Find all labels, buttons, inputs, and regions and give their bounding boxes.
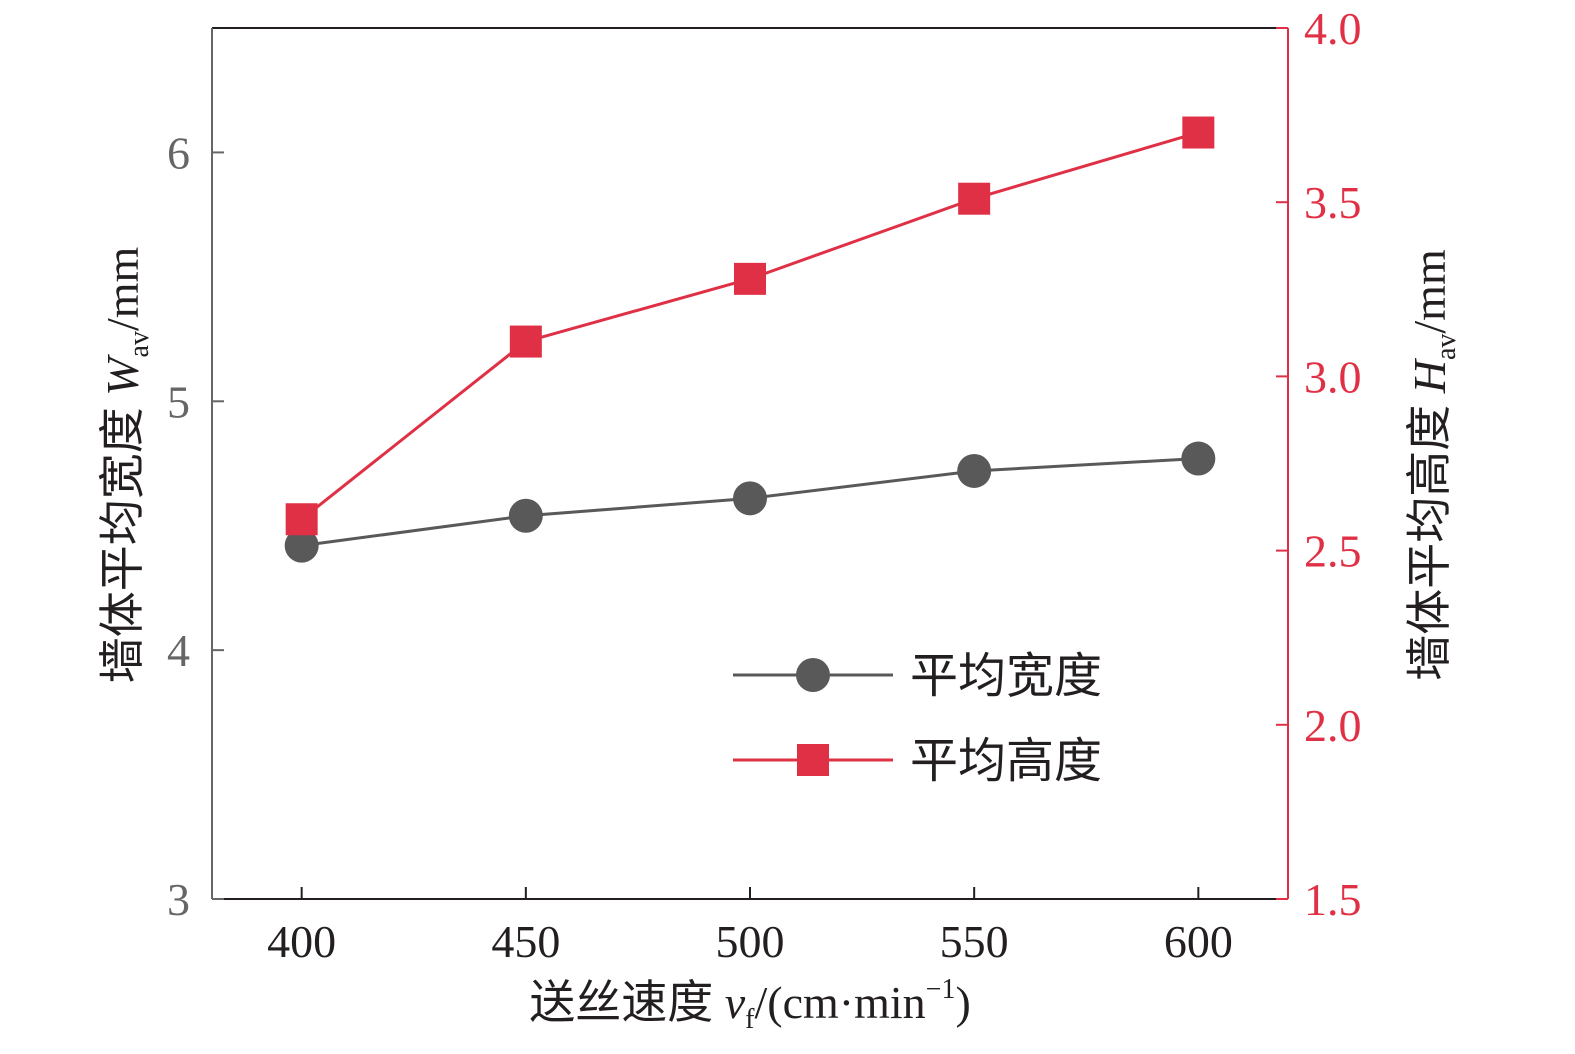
left-y-tick-label: 6	[167, 127, 190, 178]
legend-label: 平均宽度	[910, 650, 1102, 703]
width-point	[1181, 441, 1216, 476]
right-y-tick-label: 4.0	[1304, 3, 1362, 54]
left-y-ticks: 3 4 5 6	[167, 127, 224, 925]
x-ticks: 400 450 500 550 600	[267, 887, 1233, 967]
height-point	[509, 325, 542, 358]
plot-frame	[211, 27, 1289, 900]
legend-marker-circle	[796, 658, 830, 692]
legend-marker-square	[797, 744, 829, 776]
right-y-ticks: 1.5 2.0 2.5 3.0 3.5 4.0	[1276, 3, 1362, 925]
legend-label: 平均高度	[910, 735, 1102, 788]
x-tick-label: 550	[940, 916, 1009, 967]
x-tick-label: 500	[716, 916, 785, 967]
width-point	[957, 453, 992, 488]
x-tick-label: 400	[267, 916, 336, 967]
left-y-tick-label: 3	[167, 874, 190, 925]
width-point	[284, 528, 319, 563]
right-y-tick-label: 1.5	[1304, 874, 1362, 925]
width-point	[508, 498, 543, 533]
left-y-axis-title: 墙体平均宽度 Wav/mm	[97, 246, 155, 683]
right-y-tick-label: 3.5	[1304, 177, 1362, 228]
height-point	[734, 262, 766, 295]
height-point	[958, 182, 991, 215]
right-y-tick-label: 2.5	[1304, 526, 1362, 577]
height-point	[285, 503, 318, 536]
right-y-tick-label: 3.0	[1304, 351, 1362, 402]
left-y-tick-label: 5	[167, 376, 190, 427]
x-tick-label: 600	[1164, 916, 1233, 967]
x-axis-title: 送丝速度 vf/(cm·min−1)	[529, 974, 971, 1035]
height-point	[1182, 116, 1215, 149]
x-tick-label: 450	[491, 916, 560, 967]
right-y-axis-title: 墙体平均高度 Hav/mm	[1404, 249, 1462, 681]
series-layer	[284, 116, 1216, 563]
left-y-tick-label: 4	[167, 625, 190, 676]
width-point	[733, 481, 767, 516]
right-y-tick-label: 2.0	[1304, 700, 1362, 751]
series-line-right	[300, 131, 1199, 521]
